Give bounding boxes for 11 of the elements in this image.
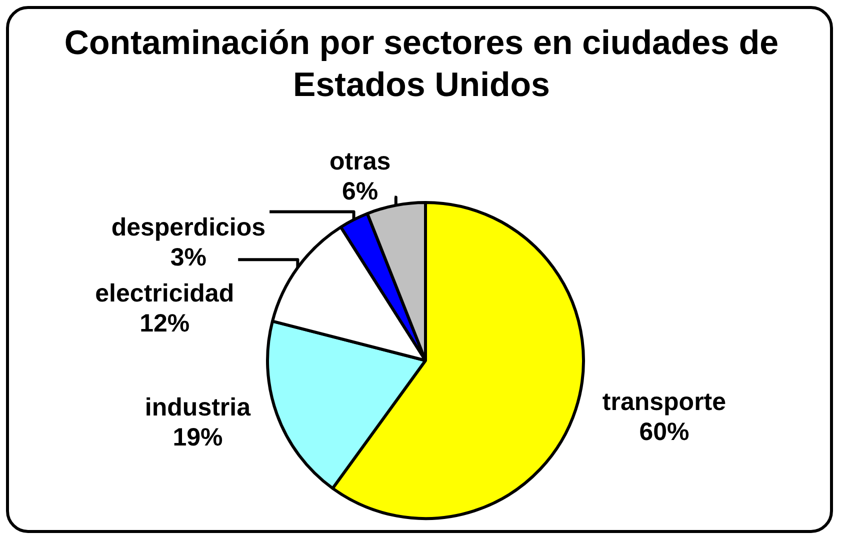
slice-label: otras: [330, 148, 391, 176]
slice-label: industria: [144, 393, 252, 422]
slice-label: transporte: [602, 388, 726, 416]
data-label: 12%: [140, 310, 190, 338]
slice-label: desperdicios: [111, 214, 266, 242]
chart-title: Contaminación por sectores en ciudades de Estados Unidos: [63, 23, 780, 106]
data-label: 6%: [342, 178, 378, 206]
data-label: 3%: [170, 244, 207, 272]
slice-label: electricidad: [95, 280, 234, 308]
data-label: 19%: [172, 423, 223, 452]
data-label: 60%: [639, 418, 690, 446]
